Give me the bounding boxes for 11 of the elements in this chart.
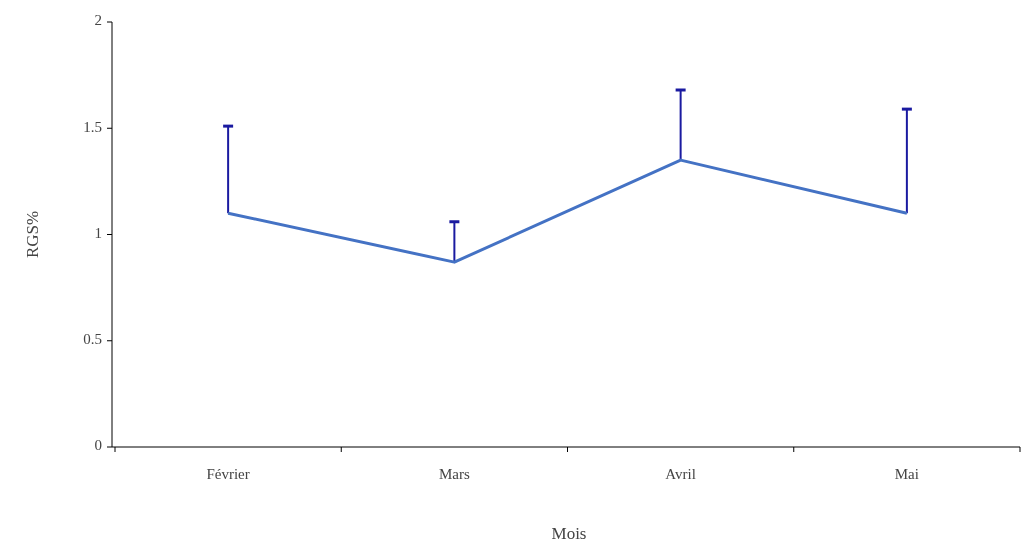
y-axis-title: RGS%	[23, 210, 42, 259]
x-tick-label: Avril	[665, 466, 696, 482]
y-tick-label: 1	[94, 224, 102, 241]
x-tick-label: Février	[206, 466, 250, 482]
y-tick-label: 2	[94, 12, 102, 29]
y-tick-label: 0.5	[83, 331, 102, 348]
y-tick-label: 1.5	[83, 118, 102, 135]
x-tick-label: Mars	[438, 466, 470, 482]
x-axis-title: Mois	[551, 524, 587, 543]
x-tick-label: Mai	[894, 466, 919, 482]
y-tick-label: 0	[94, 437, 102, 454]
